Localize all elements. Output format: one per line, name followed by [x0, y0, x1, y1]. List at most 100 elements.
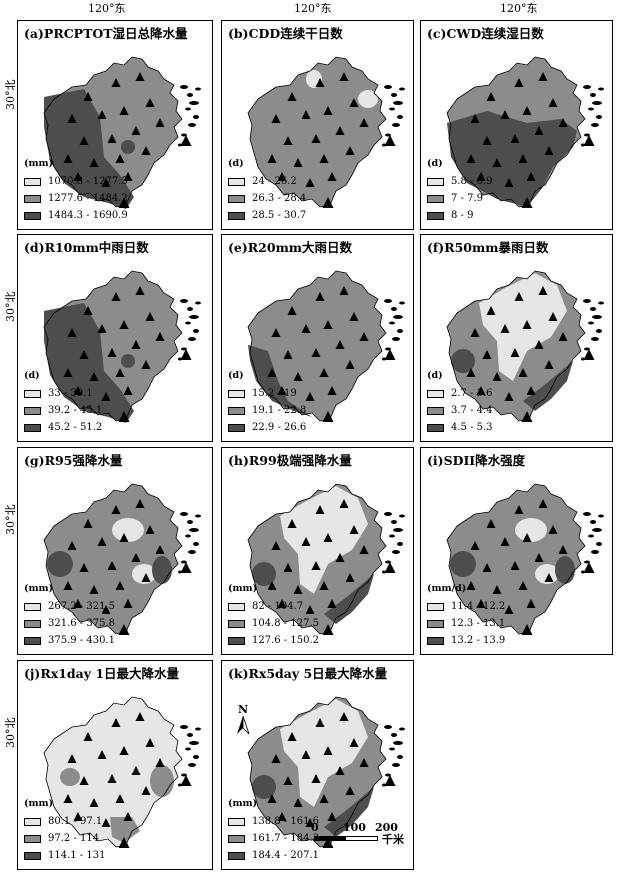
station-marker: [287, 732, 297, 741]
legend: 2.7 - 3.6 3.7 - 4.4 4.5 - 5.3: [427, 385, 493, 436]
legend-label: 82 - 104.7: [252, 601, 304, 612]
station-marker: [115, 794, 125, 803]
panel-title: (j)Rx1day 1日最大降水量: [24, 666, 180, 681]
station-marker: [349, 738, 359, 747]
station-marker: [544, 573, 554, 582]
station-marker: [180, 135, 192, 146]
station-marker: [548, 525, 558, 534]
station-marker: [518, 368, 528, 377]
legend-swatch: [24, 619, 41, 628]
unit-label: (mm): [24, 798, 54, 809]
zone-low: [280, 699, 368, 807]
legend: 267.2 - 321.5 321.6 - 375.8 375.9 - 430.1: [24, 598, 115, 649]
legend-swatch: [427, 619, 444, 628]
station-marker: [79, 563, 89, 572]
legend-entry: 7 - 7.9: [427, 190, 493, 207]
panel-title: (a)PRCPTOT湿日总降水量: [24, 26, 188, 41]
station-marker: [514, 292, 524, 301]
island: [188, 337, 196, 341]
station-marker: [327, 812, 337, 821]
station-marker: [73, 172, 83, 181]
island: [392, 550, 400, 554]
island: [384, 512, 392, 516]
legend-swatch: [427, 602, 444, 611]
legend: 1070.8 - 1277.5 1277.6 - 1484.2 1484.3 - 1…: [24, 173, 128, 224]
station-marker: [277, 386, 287, 395]
island: [590, 307, 596, 311]
station-marker: [359, 118, 369, 127]
legend-swatch: [427, 636, 444, 645]
station-marker: [470, 328, 480, 337]
island: [590, 520, 596, 524]
legend-swatch: [228, 406, 245, 415]
station-marker: [518, 581, 528, 590]
province-outline: [446, 483, 586, 635]
legend-entry: 1070.8 - 1277.5: [24, 173, 128, 190]
station-marker: [470, 541, 480, 550]
station-marker: [135, 499, 145, 508]
zone-high: [121, 140, 135, 154]
station-marker: [131, 553, 141, 562]
scale-tick: 200: [375, 821, 398, 834]
zhejiang-map: [247, 483, 405, 635]
station-marker: [339, 712, 349, 721]
legend-label: 127.6 - 150.2: [252, 635, 319, 646]
island: [180, 725, 188, 729]
island: [397, 542, 403, 546]
legend-label: 8 - 9: [451, 210, 474, 221]
scale-tick: 100: [343, 821, 366, 834]
island: [180, 85, 188, 89]
zhejiang-map: [43, 56, 201, 209]
station-marker: [283, 563, 293, 572]
unit-label: (mm): [228, 583, 258, 594]
station-marker: [359, 545, 369, 554]
island: [590, 93, 596, 97]
station-marker: [293, 585, 303, 594]
station-marker: [322, 837, 334, 848]
station-marker: [305, 392, 315, 401]
legend-label: 2.7 - 3.6: [451, 388, 493, 399]
legend-swatch: [228, 423, 245, 432]
legend-entry: 11.4 - 12.2: [427, 598, 505, 615]
island: [187, 93, 193, 97]
panel-title: (c)CWD连续湿日数: [427, 26, 544, 41]
station-marker: [322, 411, 334, 422]
station-marker: [287, 92, 297, 101]
legend-entry: 82 - 104.7: [228, 598, 319, 615]
island: [596, 329, 602, 333]
unit-label: (mm): [24, 583, 54, 594]
station-marker: [111, 292, 121, 301]
station-marker: [311, 774, 321, 783]
station-marker: [521, 411, 533, 422]
station-marker: [526, 599, 536, 608]
station-marker: [504, 392, 514, 401]
station-marker: [544, 360, 554, 369]
zone-low: [132, 564, 156, 584]
legend-entry: 39.2 - 45.1: [24, 402, 102, 419]
legend-entry: 321.6 - 375.8: [24, 615, 115, 632]
province-outline: [247, 483, 387, 635]
station-marker: [73, 386, 83, 395]
legend-swatch: [228, 194, 245, 203]
island: [185, 747, 191, 751]
island: [584, 560, 590, 564]
station-marker: [311, 561, 321, 570]
station-marker: [518, 154, 528, 163]
legend-label: 161.7 - 184.3: [252, 833, 319, 844]
legend-swatch: [24, 602, 41, 611]
legend-entry: 161.7 - 184.3: [228, 830, 319, 847]
station-marker: [349, 525, 359, 534]
legend-swatch: [228, 834, 245, 843]
map-panel-r20mm: (e)R20mm大雨日数 (d) 15.2 - 19 19.1 - 22.8 22.9 …: [221, 234, 414, 442]
island: [195, 301, 201, 305]
station-marker: [558, 545, 568, 554]
station-marker: [79, 350, 89, 359]
legend-swatch: [24, 817, 41, 826]
legend-entry: 104.8 - 127.5: [228, 615, 319, 632]
island: [392, 337, 400, 341]
zone-high: [324, 574, 374, 624]
zone-low: [535, 564, 559, 584]
station-marker: [123, 812, 133, 821]
station-marker: [311, 134, 321, 143]
legend-label: 375.9 - 430.1: [48, 635, 115, 646]
